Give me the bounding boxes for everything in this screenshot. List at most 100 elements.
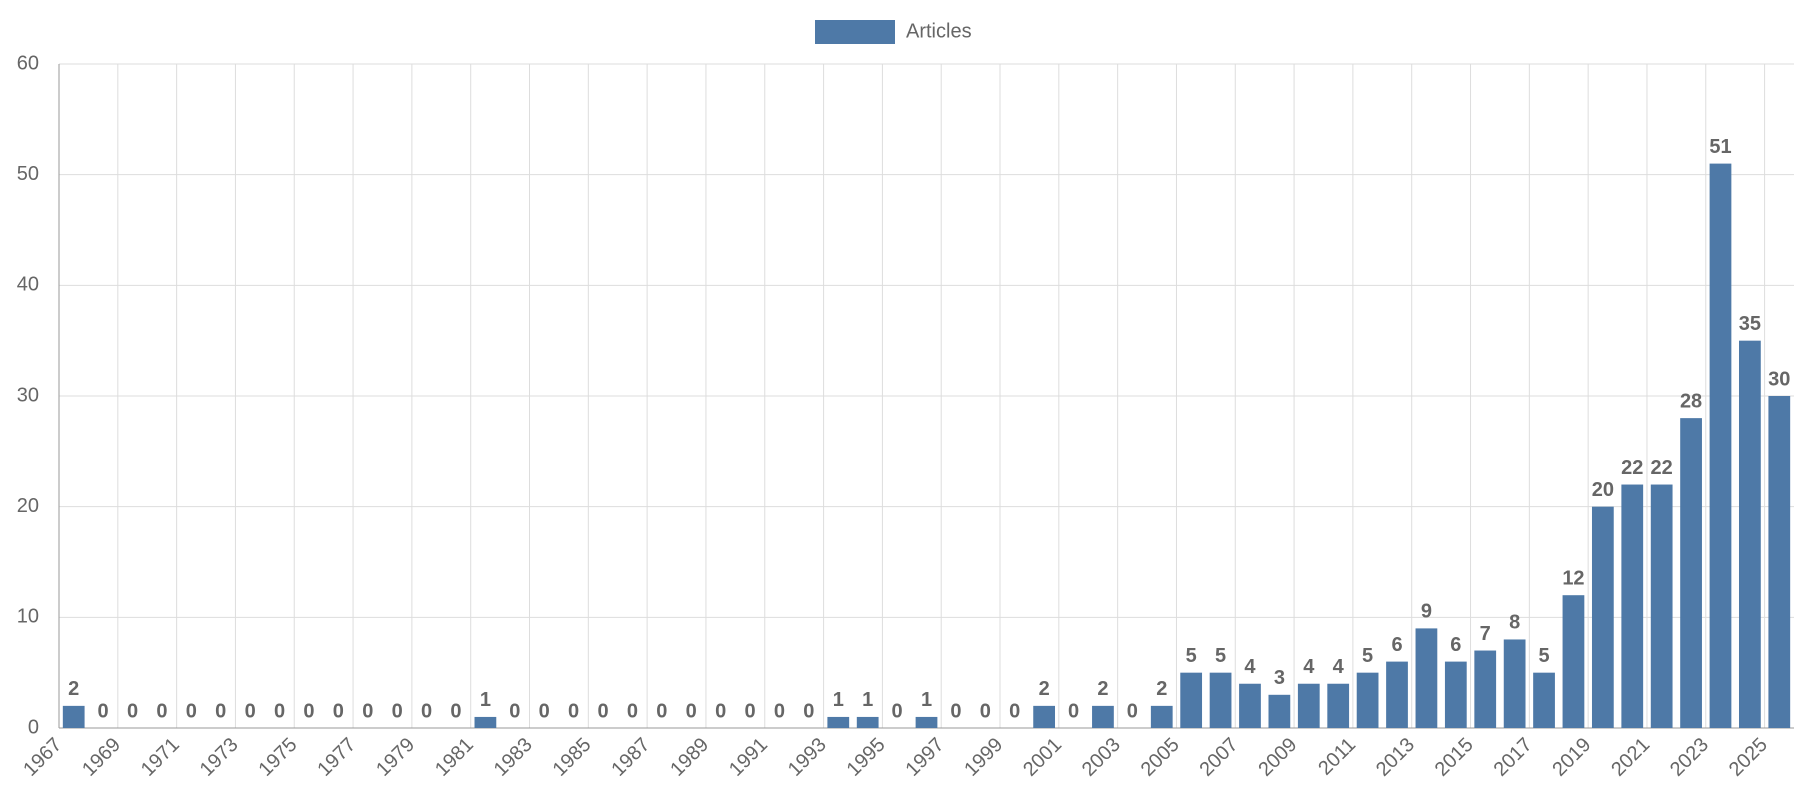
value-label: 0	[627, 700, 638, 722]
x-tick-label: 1983	[490, 734, 537, 781]
x-tick-label: 1991	[725, 734, 772, 781]
value-label: 30	[1768, 368, 1790, 390]
value-label: 0	[186, 700, 197, 722]
value-label: 0	[215, 700, 226, 722]
value-label: 0	[156, 700, 167, 722]
bar	[1327, 683, 1350, 728]
value-label: 28	[1680, 390, 1702, 412]
bar	[1180, 672, 1203, 728]
value-label: 0	[509, 700, 520, 722]
bar	[1621, 484, 1644, 728]
value-label: 0	[1068, 700, 1079, 722]
value-label: 0	[450, 700, 461, 722]
bar	[1562, 595, 1585, 728]
x-tick-label: 1977	[313, 734, 360, 781]
y-tick-label: 0	[28, 716, 39, 738]
value-label: 0	[421, 700, 432, 722]
bar	[1092, 705, 1114, 728]
value-label: 0	[656, 700, 667, 722]
bar	[1739, 340, 1761, 728]
bar	[1268, 694, 1291, 728]
value-label: 0	[274, 700, 285, 722]
value-label: 0	[597, 700, 608, 722]
value-label: 0	[715, 700, 726, 722]
bar	[1033, 705, 1056, 728]
bar	[1503, 639, 1526, 728]
y-tick-label: 60	[17, 52, 39, 74]
value-label: 4	[1244, 656, 1256, 678]
value-label: 4	[1333, 656, 1345, 678]
value-label: 2	[1097, 678, 1108, 700]
bar	[474, 716, 497, 728]
value-label: 8	[1509, 612, 1520, 634]
bar	[1297, 683, 1320, 728]
value-label: 0	[1009, 700, 1020, 722]
value-label: 12	[1562, 567, 1584, 589]
x-tick-label: 1999	[960, 734, 1007, 781]
value-label: 35	[1739, 313, 1761, 335]
x-tick-label: 1967	[19, 734, 66, 781]
value-label: 1	[480, 689, 491, 711]
bar	[62, 705, 85, 728]
y-tick-label: 40	[17, 274, 39, 296]
bar	[1680, 418, 1702, 728]
legend-swatch	[815, 20, 895, 44]
value-label: 1	[921, 689, 932, 711]
value-label: 0	[686, 700, 697, 722]
value-label: 9	[1421, 601, 1432, 623]
x-tick-label: 2015	[1431, 734, 1478, 781]
bar	[1209, 672, 1232, 728]
bar	[856, 716, 879, 728]
x-tick-label: 2011	[1314, 734, 1360, 780]
x-tick-label: 1995	[843, 734, 890, 781]
bar	[1768, 396, 1791, 728]
value-label: 0	[1127, 700, 1138, 722]
x-tick-label: 1979	[372, 734, 419, 781]
value-label: 4	[1303, 656, 1315, 678]
value-label: 0	[127, 700, 138, 722]
value-label: 0	[392, 700, 403, 722]
x-tick-label: 2013	[1372, 734, 1419, 781]
value-label: 5	[1215, 645, 1226, 667]
value-label: 0	[362, 700, 373, 722]
value-label: 6	[1450, 634, 1461, 656]
bar	[1650, 484, 1673, 728]
x-tick-label: 2005	[1137, 734, 1184, 781]
bar	[1356, 672, 1379, 728]
value-label: 2	[1039, 678, 1050, 700]
bar	[1474, 650, 1497, 728]
x-tick-label: 1987	[607, 734, 654, 781]
y-tick-label: 10	[17, 606, 39, 628]
bar	[1386, 661, 1408, 728]
value-label: 0	[950, 700, 961, 722]
y-tick-label: 30	[17, 384, 39, 406]
bar	[827, 716, 850, 728]
x-tick-label: 1985	[549, 734, 596, 781]
legend-label: Articles	[906, 20, 972, 42]
value-label: 51	[1709, 136, 1731, 158]
value-label: 0	[980, 700, 991, 722]
x-tick-label: 2025	[1725, 734, 1772, 781]
value-label: 20	[1592, 479, 1614, 501]
x-tick-label: 2003	[1078, 734, 1125, 781]
value-label: 5	[1538, 645, 1549, 667]
x-tick-label: 2009	[1254, 734, 1301, 781]
value-label: 0	[245, 700, 256, 722]
value-label: 0	[803, 700, 814, 722]
value-label: 1	[833, 689, 844, 711]
x-tick-label: 2007	[1196, 734, 1243, 781]
value-label: 5	[1362, 645, 1373, 667]
value-label: 22	[1651, 457, 1673, 479]
value-label: 22	[1621, 457, 1643, 479]
x-tick-label: 1981	[431, 734, 478, 781]
value-label: 7	[1480, 623, 1491, 645]
value-label: 0	[333, 700, 344, 722]
bar	[1415, 628, 1438, 728]
x-tick-label: 2017	[1490, 734, 1537, 781]
x-tick-label: 1971	[137, 734, 184, 781]
value-label: 0	[568, 700, 579, 722]
value-label: 3	[1274, 667, 1285, 689]
value-label: 2	[68, 678, 79, 700]
bar	[915, 716, 938, 728]
